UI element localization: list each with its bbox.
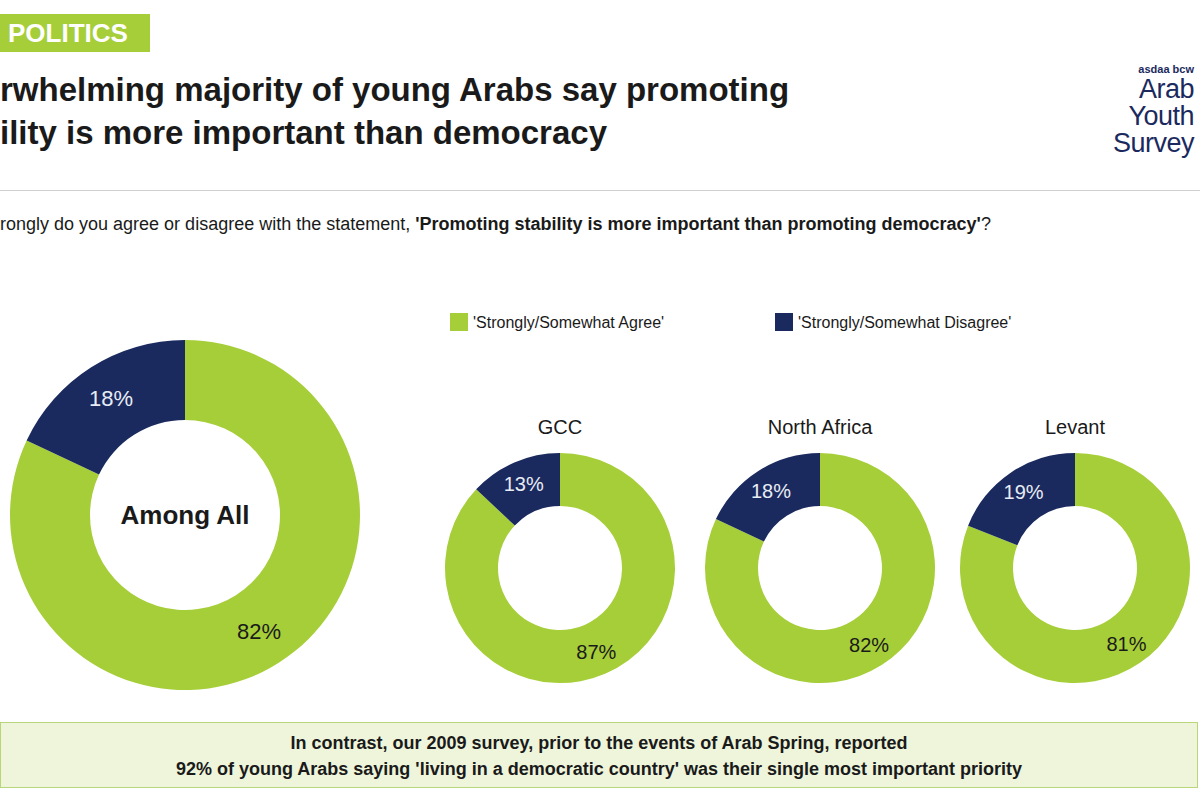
html-text:In contrast, our 2009 survey,: In contrast, our 2009 survey, prior to t… <box>290 733 908 753</box>
svg-text:81%: 81% <box>1106 633 1146 655</box>
svg-text:13%: 13% <box>504 473 544 495</box>
svg-text:82%: 82% <box>849 634 889 656</box>
svg-text:18%: 18% <box>89 386 133 411</box>
html-text:Survey: Survey <box>1113 128 1194 158</box>
html-text:asdaa bcw: asdaa bcw <box>1138 63 1194 75</box>
svg-text:18%: 18% <box>751 480 791 502</box>
html-text:rongly do you agree or disagre: rongly do you agree or disagree with the… <box>0 214 991 234</box>
svg-text:87%: 87% <box>576 641 616 663</box>
html-text:POLITICS: POLITICS <box>8 18 128 48</box>
svg-text:'Strongly/Somewhat Disagree': 'Strongly/Somewhat Disagree' <box>798 314 1011 331</box>
svg-text:GCC: GCC <box>538 416 582 438</box>
svg-text:82%: 82% <box>237 619 281 644</box>
svg-text:Levant: Levant <box>1045 416 1105 438</box>
svg-text:North Africa: North Africa <box>768 416 873 438</box>
svg-text:Among All: Among All <box>120 500 249 530</box>
svg-text:19%: 19% <box>1004 481 1044 503</box>
html-text:rwhelming majority of young Ar: rwhelming majority of young Arabs say pr… <box>0 71 789 108</box>
html-text:92% of young Arabs saying 'liv: 92% of young Arabs saying 'living in a d… <box>176 759 1022 779</box>
html-text:Youth: Youth <box>1128 101 1194 131</box>
html-text:ility is more important than d: ility is more important than democracy <box>0 114 607 151</box>
svg-text:'Strongly/Somewhat Agree': 'Strongly/Somewhat Agree' <box>473 314 664 331</box>
html-text:Arab: Arab <box>1139 74 1194 104</box>
